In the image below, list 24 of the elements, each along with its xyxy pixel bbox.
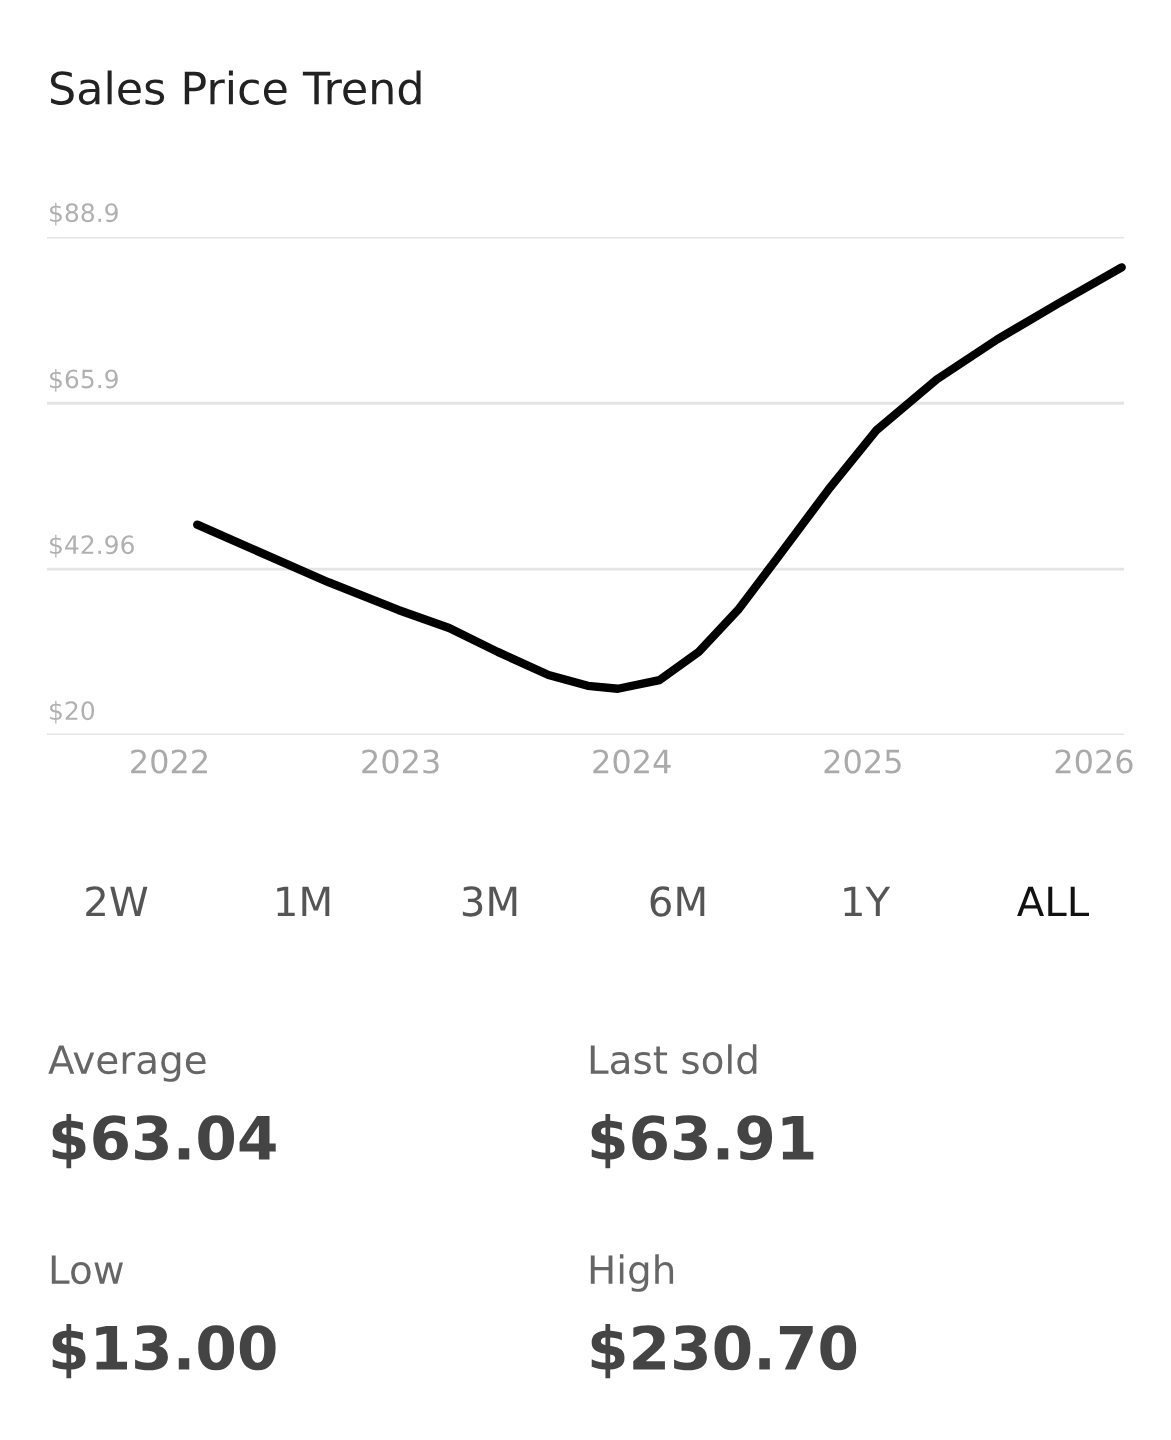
text: Low bbox=[51, 1255, 123, 1285]
y-tick-label: $65.9 bbox=[50, 369, 118, 392]
text: $63.91 bbox=[591, 1114, 814, 1169]
text: ALL bbox=[1017, 886, 1089, 917]
text: 1M bbox=[277, 886, 330, 917]
text: 1Y bbox=[844, 886, 891, 917]
text: High bbox=[590, 1254, 674, 1292]
text: Average bbox=[48, 1045, 206, 1082]
x-tick-label: 2023 bbox=[362, 749, 439, 774]
text: $63.04 bbox=[52, 1114, 276, 1169]
y-tick-label: $20 bbox=[50, 700, 95, 724]
x-tick-label: 2022 bbox=[131, 749, 207, 774]
text: $230.70 bbox=[591, 1324, 857, 1379]
y-tick-label: $88.9 bbox=[50, 202, 118, 226]
chart-title: Sales Price Trend bbox=[50, 70, 421, 105]
y-tick-label: $42.96 bbox=[50, 534, 134, 558]
x-tick-label: 2025 bbox=[824, 749, 901, 774]
text: 3M bbox=[462, 886, 517, 917]
text: Last sold bbox=[590, 1044, 757, 1075]
text: $13.00 bbox=[52, 1324, 276, 1379]
x-tick-label: 2026 bbox=[1055, 749, 1133, 774]
x-tick-label: 2024 bbox=[593, 749, 671, 774]
text: 2W bbox=[86, 886, 148, 917]
text: 6M bbox=[650, 886, 705, 917]
